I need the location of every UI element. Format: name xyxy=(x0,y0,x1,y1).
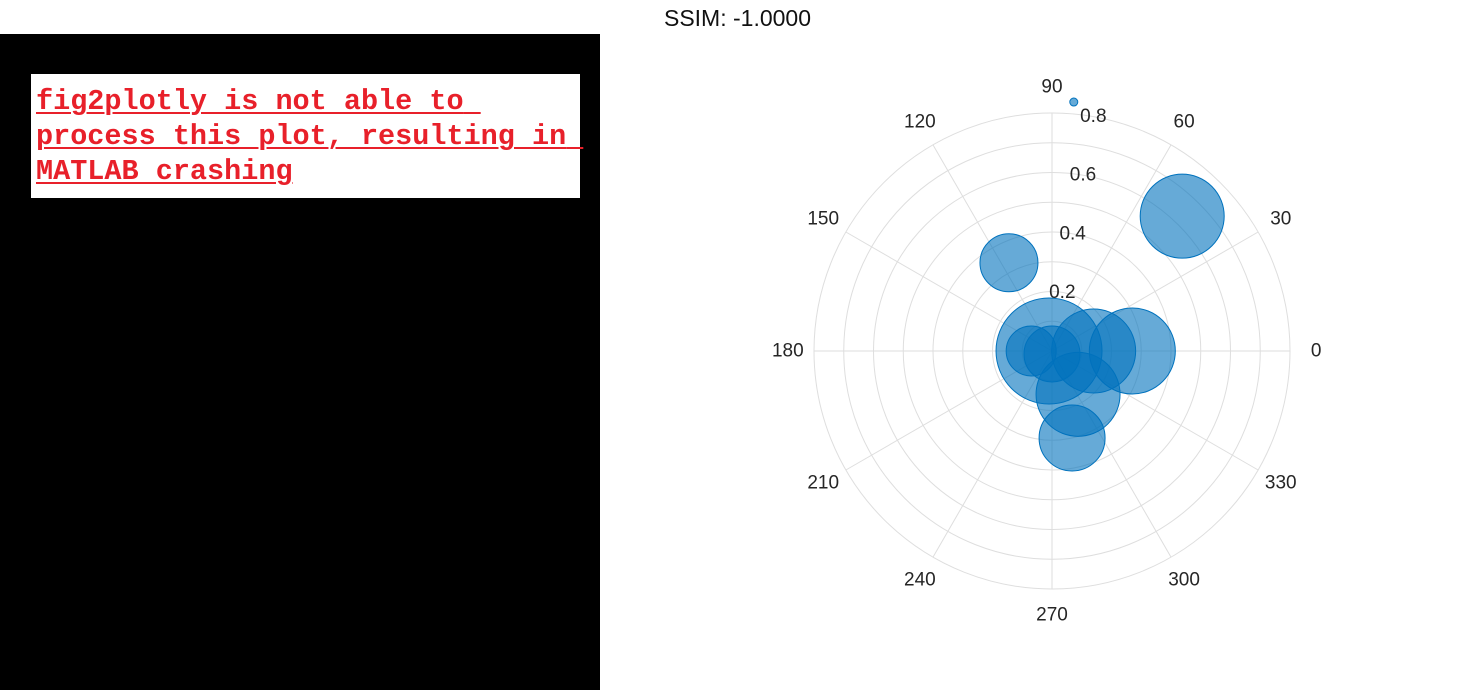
radius-tick-label-0.2: 0.2 xyxy=(1049,282,1075,303)
angle-tick-label-90: 90 xyxy=(1041,76,1062,97)
bubble-point-9 xyxy=(1023,325,1081,383)
error-message: fig2plotly is not able to process this p… xyxy=(36,85,584,188)
polar-bubble-chart: 0 30 60 90 120 150 180 210 240 270 300 330 0.2 0.4 0.6… xyxy=(772,76,1322,625)
radius-tick-label-0.6: 0.6 xyxy=(1070,165,1096,186)
angle-tick-label-60: 60 xyxy=(1174,112,1195,133)
radius-tick-label-0.4: 0.4 xyxy=(1059,223,1086,244)
angle-tick-label-240: 240 xyxy=(904,569,936,590)
angle-tick-label-330: 330 xyxy=(1265,473,1297,494)
error-message-box: fig2plotly is not able to process this p… xyxy=(31,74,580,198)
angle-tick-label-270: 270 xyxy=(1036,605,1068,626)
bubble-point-1 xyxy=(1139,173,1225,259)
bubble-point-8 xyxy=(1038,404,1106,472)
angle-tick-label-0: 0 xyxy=(1311,341,1322,362)
angle-tick-label-300: 300 xyxy=(1168,569,1200,590)
axis-labels: 0 30 60 90 120 150 180 210 240 270 300 330 0.2 0.4 0.6… xyxy=(772,76,1322,625)
angle-tick-label-30: 30 xyxy=(1270,208,1291,229)
error-panel: fig2plotly is not able to process this p… xyxy=(0,34,600,690)
angle-tick-label-210: 210 xyxy=(807,473,839,494)
angle-tick-label-120: 120 xyxy=(904,112,936,133)
angle-tick-label-180: 180 xyxy=(772,341,804,362)
radius-tick-label-0.8: 0.8 xyxy=(1080,106,1106,127)
angle-tick-label-150: 150 xyxy=(807,208,839,229)
bubble-markers xyxy=(979,97,1225,472)
bubble-point-2 xyxy=(979,233,1039,293)
chart-title: SSIM: -1.0000 xyxy=(663,5,812,31)
bubble-point-0 xyxy=(1069,97,1079,107)
